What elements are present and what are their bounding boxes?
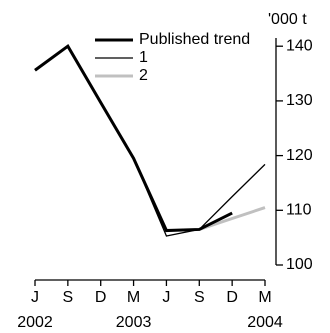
series-line [198,206,266,231]
legend-label: 2 [139,67,148,84]
y-tick-label: 140 [286,37,313,54]
y-tick-label: 100 [286,256,313,273]
x-tick-label: M [258,289,271,306]
y-tick-label: 130 [286,92,313,109]
x-tick-label: D [95,289,107,306]
legend-label: Published trend [139,31,250,48]
y-tick-label: 110 [286,202,312,219]
legend-label: 1 [139,49,148,66]
year-label: 2004 [247,314,283,331]
series-line [34,45,266,237]
x-tick-label: M [127,289,140,306]
series-line [34,44,233,233]
x-tick-label: S [194,289,205,306]
year-label: 2003 [116,314,152,331]
year-label: 2002 [17,314,53,331]
y-axis-label: '000 t [268,11,307,28]
y-tick-label: 120 [286,147,313,164]
x-tick-label: D [226,289,238,306]
x-tick-label: S [63,289,74,306]
x-tick-label: J [31,289,39,306]
x-tick-label: J [162,289,170,306]
